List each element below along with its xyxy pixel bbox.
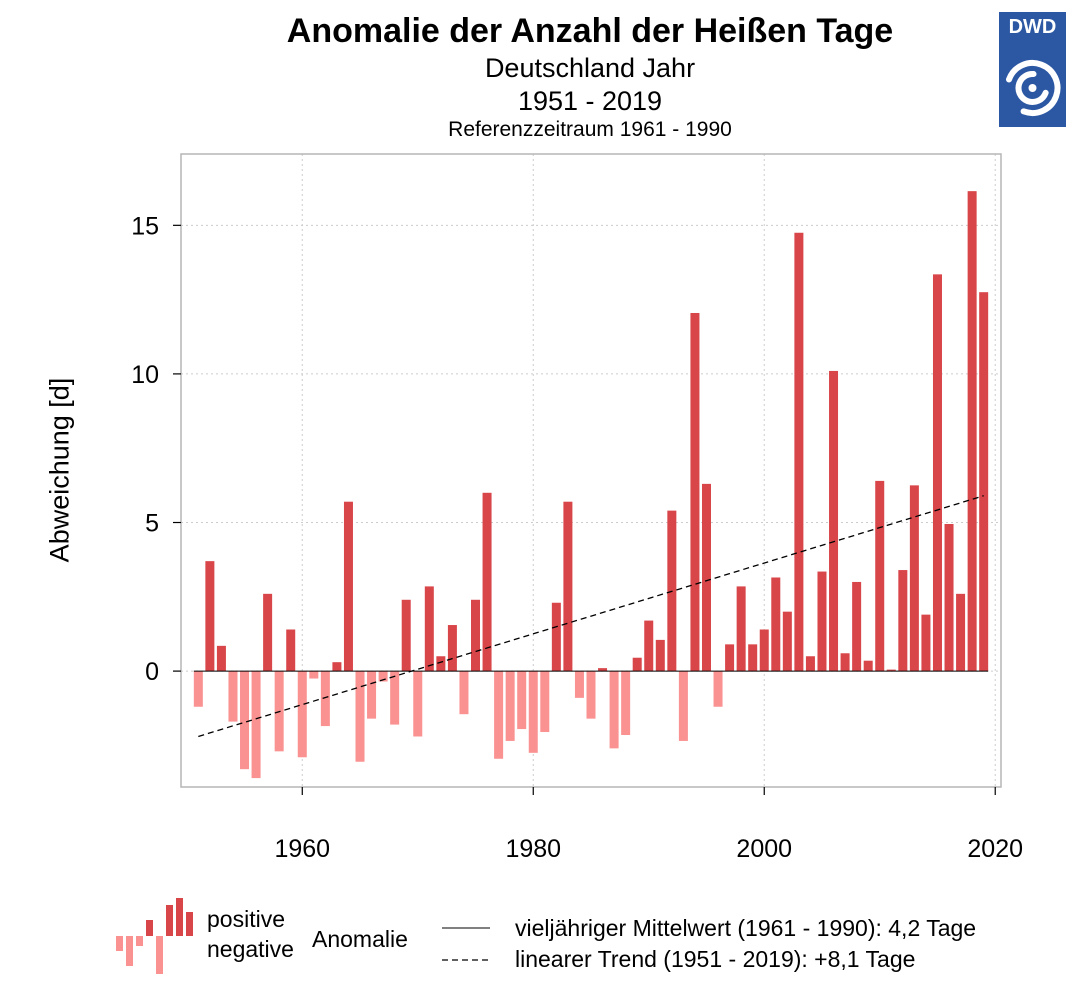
bar-1959 bbox=[286, 629, 296, 672]
bar-1989 bbox=[632, 657, 642, 672]
reference-period: Referenzzeitraum 1961 - 1990 bbox=[448, 118, 732, 141]
bar-2019 bbox=[979, 292, 989, 672]
bar-2015 bbox=[932, 274, 942, 672]
bar-1972 bbox=[436, 656, 446, 672]
bar-1987 bbox=[609, 671, 619, 749]
dwd-logo: DWD bbox=[999, 12, 1066, 127]
bar-1953 bbox=[216, 645, 226, 672]
bar-2001 bbox=[771, 577, 781, 672]
bar-2018 bbox=[967, 191, 977, 672]
bar-1963 bbox=[332, 662, 342, 672]
legend-negative: negative bbox=[207, 936, 294, 962]
bar-1978 bbox=[505, 671, 515, 741]
y-tick-label: 10 bbox=[131, 361, 159, 389]
y-axis: 0 5 10 15 bbox=[131, 212, 181, 686]
grid-lines bbox=[181, 154, 1001, 787]
anomaly-bar-chart: 0 5 10 15 1960 1980 2000 2020 bbox=[131, 153, 1023, 863]
bar-1952 bbox=[205, 561, 215, 672]
y-tick-label: 15 bbox=[131, 212, 159, 240]
bar-1990 bbox=[644, 620, 654, 672]
legend-trend: linearer Trend (1951 - 2019): +8,1 Tage bbox=[515, 946, 916, 972]
bar-2003 bbox=[794, 232, 804, 672]
bar-2002 bbox=[782, 611, 792, 672]
legend: positive negative Anomalie vieljähriger … bbox=[0, 880, 1079, 1000]
bar-1956 bbox=[251, 671, 261, 779]
x-tick-label: 2020 bbox=[967, 835, 1023, 863]
bar-1964 bbox=[343, 501, 353, 672]
bar-2011 bbox=[886, 669, 896, 672]
x-tick-label: 2000 bbox=[736, 835, 792, 863]
legend-line-icons bbox=[442, 927, 490, 961]
bar-1965 bbox=[355, 671, 365, 762]
bar-1975 bbox=[471, 599, 481, 672]
bar-2012 bbox=[898, 570, 908, 672]
bar-1993 bbox=[678, 671, 688, 741]
bar-2004 bbox=[805, 656, 815, 672]
bar-1951 bbox=[193, 671, 203, 707]
bar-1986 bbox=[598, 668, 608, 672]
bars bbox=[193, 191, 989, 779]
bar-1984 bbox=[574, 671, 584, 698]
bar-2005 bbox=[817, 571, 827, 672]
bar-1991 bbox=[655, 639, 665, 672]
bar-1966 bbox=[367, 671, 377, 719]
plot-frame bbox=[180, 153, 1002, 788]
bar-1955 bbox=[240, 671, 250, 770]
bar-1977 bbox=[494, 671, 504, 759]
bar-1961 bbox=[309, 671, 319, 679]
bar-1969 bbox=[401, 599, 411, 672]
bar-1971 bbox=[424, 586, 434, 672]
bar-1976 bbox=[482, 492, 492, 672]
bar-2000 bbox=[759, 629, 769, 672]
bar-1995 bbox=[701, 483, 711, 672]
chart-period: 1951 - 2019 bbox=[517, 86, 663, 116]
bar-2014 bbox=[921, 614, 931, 672]
bar-1998 bbox=[736, 586, 746, 672]
trend-line bbox=[198, 495, 984, 738]
x-axis: 1960 1980 2000 2020 bbox=[274, 787, 1023, 863]
y-tick-label: 5 bbox=[145, 510, 159, 538]
dwd-swirl-icon bbox=[1004, 60, 1061, 116]
bar-1960 bbox=[297, 671, 307, 758]
bar-1983 bbox=[563, 501, 573, 672]
dwd-logo-text: DWD bbox=[1008, 16, 1057, 38]
bar-2009 bbox=[863, 660, 873, 672]
anomaly-legend-icon bbox=[116, 898, 193, 974]
x-tick-label: 1980 bbox=[505, 835, 561, 863]
bar-2016 bbox=[944, 523, 954, 672]
bar-2013 bbox=[909, 485, 919, 672]
legend-anomaly: Anomalie bbox=[312, 926, 408, 952]
bar-1982 bbox=[551, 602, 561, 672]
bar-1981 bbox=[540, 671, 550, 733]
bar-1980 bbox=[528, 671, 538, 753]
bar-1957 bbox=[263, 593, 273, 672]
bar-1979 bbox=[517, 671, 527, 730]
bar-1994 bbox=[690, 312, 700, 672]
bar-1988 bbox=[621, 671, 631, 735]
bar-1962 bbox=[320, 671, 330, 727]
bar-1999 bbox=[748, 644, 758, 672]
y-tick-label: 0 bbox=[145, 658, 159, 686]
bar-1985 bbox=[586, 671, 596, 719]
bar-1970 bbox=[413, 671, 423, 737]
bar-1968 bbox=[390, 671, 400, 725]
bar-2008 bbox=[852, 581, 862, 672]
chart-title: Anomalie der Anzahl der Heißen Tage bbox=[286, 12, 894, 50]
bar-1967 bbox=[378, 671, 388, 682]
bar-2010 bbox=[875, 480, 885, 672]
chart-subtitle: Deutschland Jahr bbox=[484, 53, 696, 83]
bar-1997 bbox=[725, 644, 735, 672]
legend-mean: vieljähriger Mittelwert (1961 - 1990): 4… bbox=[515, 915, 977, 941]
legend-positive: positive bbox=[207, 906, 285, 932]
bar-2007 bbox=[840, 653, 850, 672]
bar-1996 bbox=[713, 671, 723, 707]
bar-1974 bbox=[459, 671, 469, 715]
bar-2017 bbox=[956, 593, 966, 672]
bar-1954 bbox=[228, 671, 238, 722]
x-tick-label: 1960 bbox=[274, 835, 330, 863]
bar-2006 bbox=[829, 370, 839, 672]
bar-1973 bbox=[447, 625, 457, 672]
